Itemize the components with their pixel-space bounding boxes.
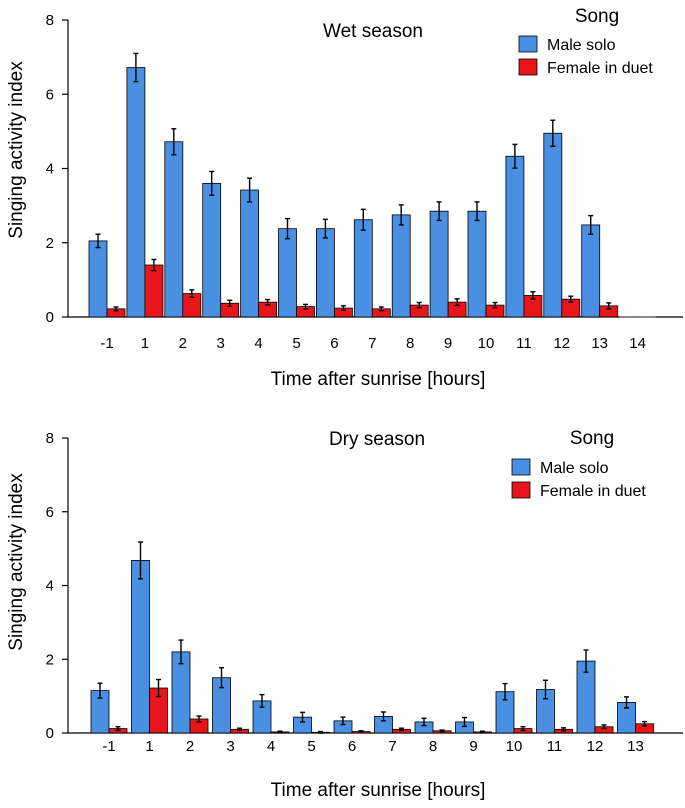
wet-bar-male (505, 155, 525, 318)
wet-y-tick-label: 2 (46, 235, 54, 252)
wet-bar-male (240, 189, 260, 318)
wet-bar-male (315, 228, 335, 318)
wet-legend: Song Male solo Female in duet (518, 6, 653, 77)
wet-bar-male (429, 210, 449, 318)
dry-legend-swatch-male (511, 458, 531, 476)
wet-legend-swatch-female (518, 58, 538, 76)
wet-bar-female (144, 264, 164, 318)
dry-x-tick-label: 7 (388, 738, 396, 755)
dry-x-tick-label: 4 (267, 738, 275, 755)
wet-x-tick-label: -1 (100, 335, 113, 352)
dry-legend-label-female: Female in duet (540, 483, 646, 500)
wet-bar-male (467, 210, 487, 318)
wet-x-tick-label: 3 (217, 335, 225, 352)
wet-bar-male (353, 219, 373, 318)
dry-season-panel: Singing activity index Time after sunris… (6, 428, 683, 801)
dry-x-tick-label: 3 (226, 738, 234, 755)
wet-x-tick-label: 14 (629, 335, 646, 352)
dry-x-tick-label: 5 (307, 738, 315, 755)
dry-x-tick-label: 9 (469, 738, 477, 755)
wet-bar-male (391, 214, 411, 318)
wet-y-tick-label: 4 (46, 161, 54, 178)
wet-x-tick-label: 12 (553, 335, 570, 352)
wet-x-tick-label: 5 (292, 335, 300, 352)
dry-x-tick-label: 6 (348, 738, 356, 755)
dry-x-tick-label: 10 (506, 738, 523, 755)
wet-x-tick-label: 8 (406, 335, 414, 352)
wet-x-tick-label: 4 (254, 335, 262, 352)
wet-x-tick-label: 2 (179, 335, 187, 352)
wet-x-tick-label: 7 (368, 335, 376, 352)
wet-legend-swatch-male (518, 35, 538, 53)
wet-legend-label-male: Male solo (547, 37, 616, 54)
wet-bar-male (278, 228, 297, 318)
dry-x-tick-label: 11 (547, 738, 563, 755)
wet-bar-male (202, 182, 222, 318)
wet-x-tick-label: 1 (141, 335, 149, 352)
wet-xlabel: Time after sunrise [hours] (271, 369, 486, 390)
wet-season-panel: Singing activity index Time after sunris… (6, 6, 683, 390)
wet-bar-male (164, 141, 184, 318)
wet-x-tick-label: 9 (444, 335, 452, 352)
wet-legend-title: Song (575, 6, 619, 27)
wet-x-tick-label: 6 (330, 335, 338, 352)
wet-legend-label-female: Female in duet (547, 60, 653, 77)
wet-x-tick-label: 11 (516, 335, 532, 352)
dry-y-tick-label: 6 (46, 504, 54, 521)
dry-ylabel: Singing activity index (6, 473, 27, 651)
dry-x-tick-label: 8 (429, 738, 437, 755)
dry-legend-title: Song (570, 428, 614, 449)
dry-y-tick-label: 0 (46, 725, 54, 742)
dry-legend-swatch-female (511, 481, 531, 499)
wet-x-tick-label: 10 (478, 335, 495, 352)
dry-bar-male (131, 560, 150, 734)
dry-y-tick-label: 2 (46, 651, 54, 668)
dry-y-tick-label: 4 (46, 578, 54, 595)
dry-legend: Song Male solo Female in duet (511, 428, 646, 500)
wet-y-tick-label: 0 (46, 309, 54, 326)
wet-bar-male (581, 224, 601, 318)
wet-bar-male (126, 67, 146, 318)
wet-ylabel: Singing activity index (6, 61, 27, 239)
dry-x-tick-label: 1 (145, 738, 153, 755)
wet-x-tick-label: 13 (591, 335, 608, 352)
dry-title: Dry season (329, 429, 425, 450)
dry-xlabel: Time after sunrise [hours] (271, 780, 486, 801)
dry-x-tick-label: 2 (186, 738, 194, 755)
wet-y-tick-label: 6 (46, 86, 54, 103)
wet-title: Wet season (323, 21, 423, 42)
dry-legend-label-male: Male solo (540, 460, 609, 477)
dry-x-tick-label: 13 (627, 738, 644, 755)
dry-y-tick-label: 8 (46, 430, 54, 447)
wet-bar-male (543, 132, 563, 318)
wet-bar-male (88, 240, 108, 318)
dry-x-tick-label: 12 (587, 738, 604, 755)
dry-x-tick-label: -1 (102, 738, 115, 755)
wet-y-tick-label: 8 (46, 12, 54, 29)
